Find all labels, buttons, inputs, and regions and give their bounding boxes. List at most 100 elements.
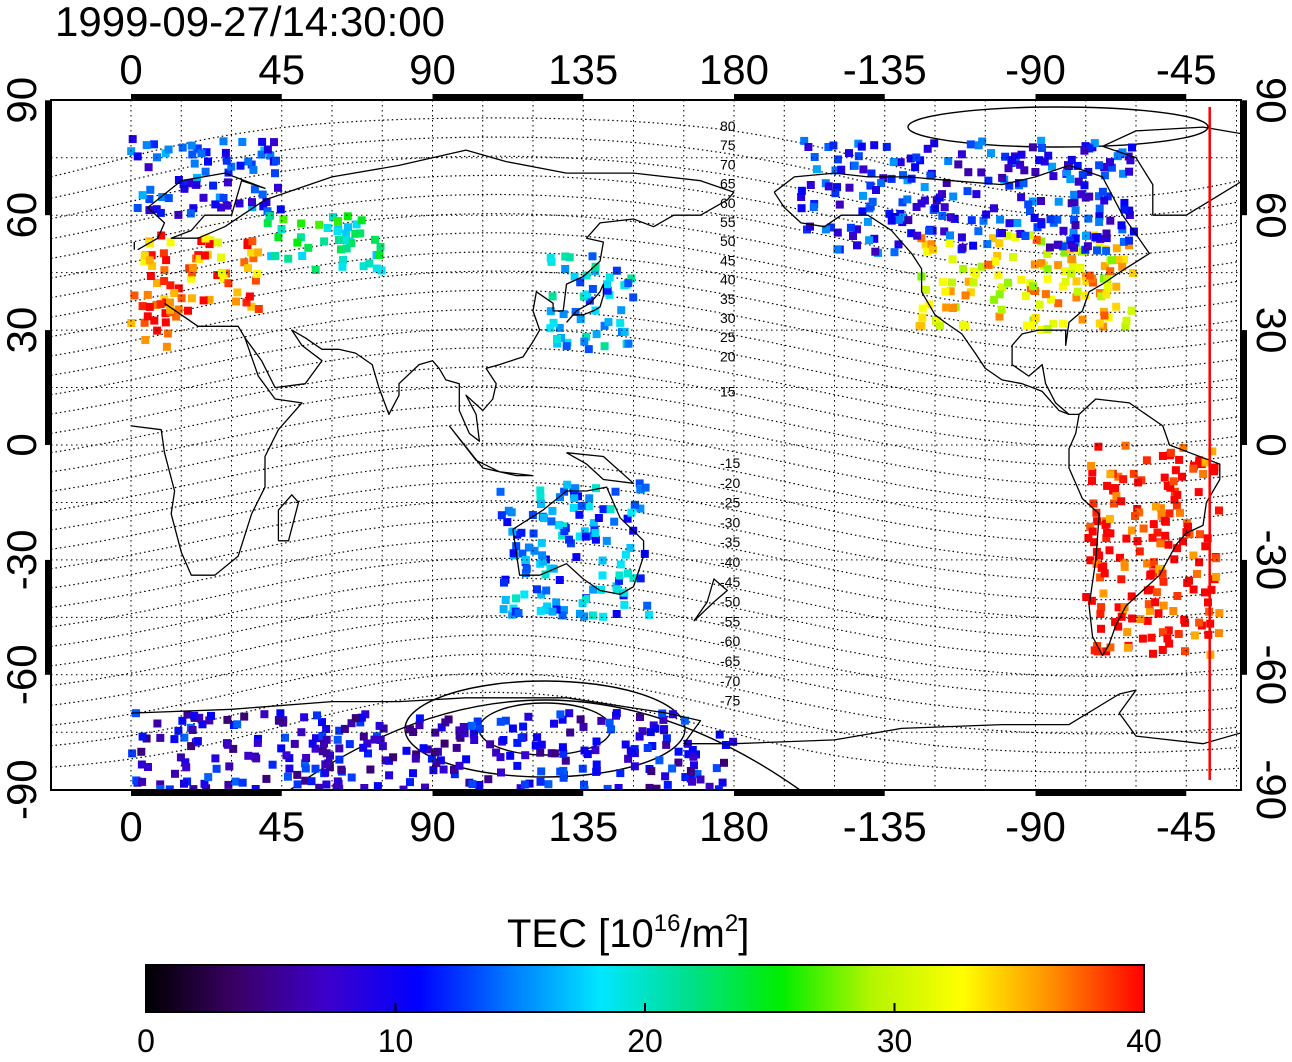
tec-point (1103, 283, 1112, 292)
tec-point (899, 213, 908, 222)
lat-tick-label-left: 60 (0, 192, 45, 239)
tec-point (1157, 504, 1165, 513)
tec-point (946, 231, 954, 240)
tec-point (868, 197, 877, 206)
tec-point (180, 733, 189, 742)
tec-point (200, 251, 209, 260)
tec-point (1054, 261, 1063, 270)
mag-contour (51, 193, 1240, 275)
tec-point (248, 237, 257, 246)
tec-point (614, 784, 623, 790)
tec-point (329, 213, 337, 222)
tec-point (660, 726, 668, 735)
contour-label: 75 (720, 137, 736, 153)
tec-point (1189, 551, 1198, 560)
tec-point (190, 159, 199, 168)
axis-strip-top (432, 94, 584, 100)
tec-point (538, 551, 547, 560)
tec-point (360, 784, 369, 790)
tec-point (930, 139, 939, 148)
tec-point (1067, 240, 1076, 249)
tec-point (1120, 255, 1128, 264)
tec-point (1165, 509, 1174, 518)
tec-point (138, 191, 147, 200)
tec-point (684, 750, 693, 759)
tec-point (182, 763, 191, 772)
tec-point (543, 602, 552, 611)
tec-point (128, 749, 137, 758)
tec-point (557, 334, 566, 342)
tec-point (932, 316, 941, 325)
coastline (137, 149, 735, 251)
tec-point (531, 741, 540, 750)
tec-point (809, 203, 818, 212)
tec-point (441, 718, 450, 727)
tec-point (1169, 607, 1178, 615)
tec-point (1071, 238, 1080, 247)
tec-point (554, 520, 563, 529)
tec-point (721, 741, 730, 749)
tec-point (1103, 275, 1112, 284)
tec-point (184, 306, 192, 315)
tec-point (411, 754, 420, 763)
tec-point (575, 532, 584, 541)
tec-point (520, 590, 529, 599)
tec-point (536, 606, 545, 615)
tec-point (145, 256, 154, 265)
tec-point (251, 785, 260, 790)
tec-point (544, 780, 553, 789)
tec-point (1203, 534, 1212, 543)
tec-point (983, 240, 992, 249)
tec-point (180, 184, 189, 193)
tec-point (1048, 162, 1056, 171)
tec-point (964, 168, 973, 177)
tec-point (582, 332, 591, 341)
tec-point (1058, 282, 1067, 291)
tec-point (940, 203, 949, 212)
tec-point (300, 759, 309, 768)
tec-point (450, 770, 459, 779)
tec-point (879, 174, 888, 183)
tec-point (579, 722, 588, 731)
tec-point (1090, 139, 1099, 148)
tec-point (1096, 573, 1105, 582)
tec-point (1176, 508, 1184, 517)
tec-point (357, 216, 366, 225)
tec-point (533, 585, 541, 594)
tec-point (1084, 534, 1093, 542)
tec-point (1098, 187, 1107, 196)
tec-point (373, 782, 382, 790)
tec-point (1088, 476, 1096, 485)
tec-point (1092, 559, 1101, 568)
tec-point (244, 264, 252, 273)
tec-point (423, 745, 432, 754)
tec-point (560, 527, 569, 535)
tec-point (248, 203, 257, 212)
tec-point (580, 780, 588, 789)
tec-point (1100, 163, 1109, 171)
tec-point (599, 505, 608, 514)
tec-point (549, 318, 558, 327)
tec-point (729, 737, 738, 746)
tec-point (209, 181, 218, 190)
contour-label: 65 (720, 176, 736, 192)
lat-tick-label-right: 30 (1248, 307, 1292, 354)
tec-point (563, 480, 572, 489)
tec-point (605, 718, 614, 727)
tec-point (974, 227, 983, 236)
tec-point (887, 174, 896, 183)
tec-point (603, 784, 612, 790)
tec-point (547, 517, 556, 526)
tec-point (145, 302, 154, 311)
tec-point (846, 223, 855, 232)
tec-point (566, 728, 575, 737)
tec-point (1088, 468, 1097, 477)
tec-point (1063, 168, 1071, 177)
tec-point (1032, 235, 1041, 244)
tec-point (558, 743, 567, 752)
tec-point (857, 142, 866, 151)
tec-point (559, 749, 568, 758)
axis-strip-left (45, 330, 51, 445)
tec-point (1100, 196, 1109, 205)
tec-point (1046, 295, 1055, 304)
